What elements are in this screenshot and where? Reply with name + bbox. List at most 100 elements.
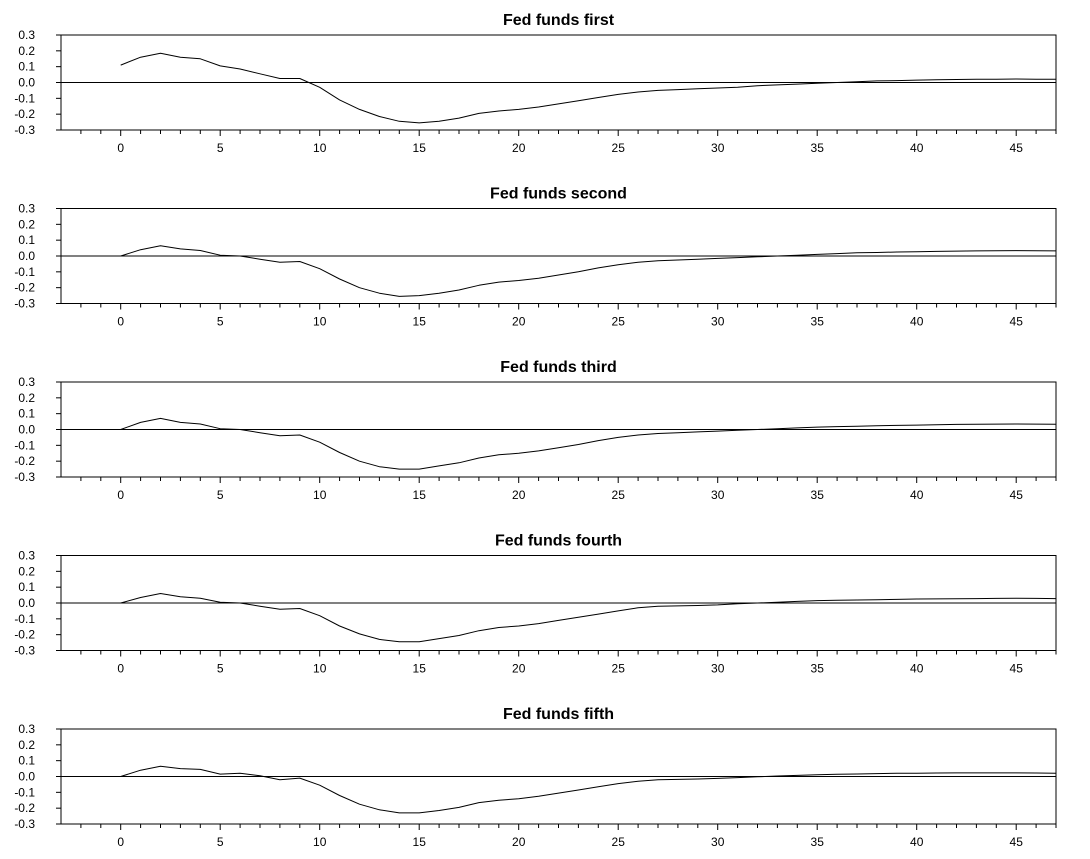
- y-tick-label: 0.1: [18, 233, 35, 247]
- x-tick-label: 10: [313, 315, 327, 329]
- x-tick-label: 30: [711, 488, 725, 502]
- x-tick-label: 5: [217, 315, 224, 329]
- chart-panel-3: Fed funds third -0.3 -0.2 -0.10.0 0.1 0.2 0.3 0…: [14, 359, 1057, 502]
- x-tick-label: 20: [512, 315, 526, 329]
- y-tick-label: 0.1: [18, 580, 35, 594]
- x-tick-label: 30: [711, 315, 725, 329]
- chart-panel-4: Fed funds fourth -0.3 -0.2 -0.1 0.0 0.1 0.20.3…: [14, 533, 1057, 676]
- x-tick-label: 45: [1010, 141, 1024, 155]
- x-tick-label: 40: [910, 315, 924, 329]
- x-tick-label: 25: [612, 488, 626, 502]
- x-tick-label: 25: [612, 662, 626, 676]
- x-tick-label: 30: [711, 662, 725, 676]
- x-tick-label: 0: [117, 662, 124, 676]
- y-tick-label: -0.3: [14, 817, 35, 831]
- series-line: [120, 417, 1057, 470]
- x-tick-label: 30: [711, 141, 725, 155]
- y-tick-label: 0.2: [18, 44, 35, 58]
- y-tick-label: 0.3: [18, 722, 35, 736]
- y-tick-label: -0.2: [14, 801, 35, 815]
- y-tick-label: 0.2: [18, 738, 35, 752]
- y-tick-label: 0.3: [18, 202, 35, 216]
- x-tick-label: 10: [313, 835, 327, 849]
- y-tick-label: 0.3: [18, 375, 35, 389]
- y-tick-label: -0.2: [14, 454, 35, 468]
- y-tick-label: 0.2: [18, 391, 35, 405]
- chart-title: Fed funds fourth: [495, 533, 622, 550]
- x-tick-label: 40: [910, 835, 924, 849]
- y-tick-label: -0.3: [14, 123, 35, 137]
- x-tick-label: 35: [811, 662, 825, 676]
- x-tick-label: 20: [512, 488, 526, 502]
- x-tick-label: 0: [117, 488, 124, 502]
- x-tick-label: 45: [1010, 662, 1024, 676]
- x-tick-label: 10: [313, 488, 327, 502]
- y-tick-label: 0.0: [18, 249, 35, 263]
- x-tick-label: 5: [217, 141, 224, 155]
- y-tick-label: 0.0: [18, 76, 35, 90]
- x-tick-label: 25: [612, 835, 626, 849]
- y-tick-label: 0.3: [18, 28, 35, 42]
- x-tick-label: 45: [1010, 835, 1024, 849]
- x-tick-label: 30: [711, 835, 725, 849]
- y-tick-label: -0.1: [14, 91, 35, 105]
- y-tick-label: -0.1: [14, 265, 35, 279]
- x-tick-label: 25: [612, 315, 626, 329]
- x-tick-label: 10: [313, 141, 327, 155]
- x-tick-label: 25: [612, 141, 626, 155]
- series-line: [120, 765, 1057, 814]
- y-tick-label: -0.3: [14, 297, 35, 311]
- series-line: [120, 245, 1057, 297]
- y-tick-label: 0.0: [18, 770, 35, 784]
- y-tick-label: -0.2: [14, 281, 35, 295]
- x-tick-label: 20: [512, 141, 526, 155]
- y-tick-label: 0.0: [18, 423, 35, 437]
- y-tick-label: 0.2: [18, 564, 35, 578]
- x-tick-label: 15: [413, 662, 427, 676]
- x-tick-label: 0: [117, 141, 124, 155]
- x-tick-label: 20: [512, 835, 526, 849]
- y-tick-label: 0.1: [18, 60, 35, 74]
- x-tick-label: 5: [217, 662, 224, 676]
- y-tick-label: -0.1: [14, 438, 35, 452]
- x-tick-label: 15: [413, 488, 427, 502]
- x-tick-label: 0: [117, 835, 124, 849]
- x-tick-label: 45: [1010, 315, 1024, 329]
- x-tick-label: 35: [811, 835, 825, 849]
- x-tick-label: 5: [217, 835, 224, 849]
- y-tick-label: 0.1: [18, 754, 35, 768]
- x-tick-label: 15: [413, 315, 427, 329]
- y-tick-label: -0.3: [14, 644, 35, 658]
- chart-title: Fed funds first: [503, 12, 615, 29]
- x-tick-label: 40: [910, 662, 924, 676]
- chart-panel-2: Fed funds second -0.3 -0.2 -0.1 0.0 0.1 0.20.3…: [14, 186, 1057, 329]
- chart-title: Fed funds fifth: [503, 706, 614, 723]
- x-tick-label: 35: [811, 141, 825, 155]
- series-line: [120, 52, 1057, 124]
- chart-panel-5: Fed funds fifth -0.3 -0.2 -0.10.0 0.1 0.2 0.3 0…: [14, 706, 1057, 849]
- x-tick-label: 5: [217, 488, 224, 502]
- x-tick-label: 0: [117, 315, 124, 329]
- x-tick-label: 35: [811, 488, 825, 502]
- x-tick-label: 15: [413, 835, 427, 849]
- chart-title: Fed funds second: [490, 186, 627, 203]
- x-tick-label: 15: [413, 141, 427, 155]
- y-tick-label: -0.2: [14, 628, 35, 642]
- chart-panel-1: Fed funds first -0.3 -0.2 -0.10.0 0.1 0.2 0.3 0…: [14, 12, 1057, 155]
- x-tick-label: 45: [1010, 488, 1024, 502]
- y-tick-label: -0.1: [14, 612, 35, 626]
- x-tick-label: 10: [313, 662, 327, 676]
- x-tick-label: 40: [910, 488, 924, 502]
- x-tick-label: 35: [811, 315, 825, 329]
- x-tick-label: 40: [910, 141, 924, 155]
- y-tick-label: -0.1: [14, 785, 35, 799]
- chart-title: Fed funds third: [500, 359, 616, 376]
- y-tick-label: -0.3: [14, 470, 35, 484]
- y-tick-label: -0.2: [14, 107, 35, 121]
- series-line: [120, 593, 1057, 643]
- y-tick-label: 0.0: [18, 596, 35, 610]
- y-tick-label: 0.2: [18, 217, 35, 231]
- x-tick-label: 20: [512, 662, 526, 676]
- y-tick-label: 0.3: [18, 549, 35, 563]
